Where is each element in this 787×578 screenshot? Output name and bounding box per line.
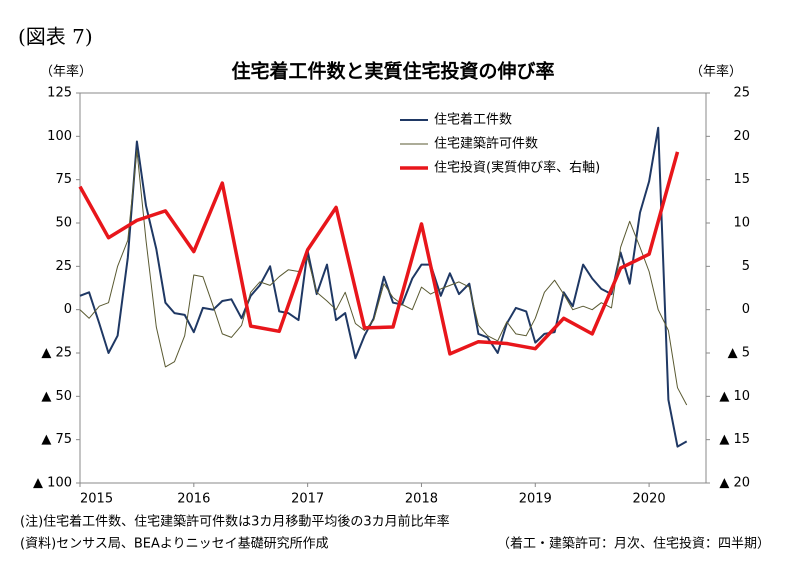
y2-tick-label: 20 [733,129,750,144]
y-tick-label: ▲ 100 [33,476,72,491]
y2-tick-label: ▲ 20 [719,476,750,491]
y-tick-label: 25 [55,259,72,274]
y2-axis-label: （年率） [690,64,742,80]
legend-label: 住宅着工件数 [434,112,512,128]
y2-tick-label: ▲ 15 [719,432,750,447]
y-tick-label: 50 [55,216,72,231]
y-tick-label: 75 [55,172,72,187]
y2-tick-label: 10 [733,216,750,231]
x-tick-label: 2017 [291,492,324,507]
legend-label: 住宅投資(実質伸び率、右軸) [434,160,600,176]
legend-bg [396,134,646,154]
x-tick-label: 2016 [177,492,210,507]
figure-label: (図表 7) [18,25,93,49]
x-tick-label: 2018 [405,492,438,507]
chart-title: 住宅着工件数と実質住宅投資の伸び率 [231,60,554,83]
y2-tick-label: ▲ 5 [728,346,750,361]
plot-frame [79,92,707,484]
y-tick-label: 100 [47,129,72,144]
series-line [78,151,680,356]
frequency-note: （着工・建築許可：月次、住宅投資：四半期） [497,536,770,552]
y2-tick-label: 0 [742,302,750,317]
y2-tick-label: 15 [733,172,750,187]
y-tick-label: 125 [47,86,72,101]
note: (注)住宅着工件数、住宅建築許可件数は3カ月移動平均後の3カ月前比年率 [20,514,450,530]
series-line [79,149,688,406]
x-tick-label: 2020 [633,492,666,507]
y2-tick-label: 5 [742,259,750,274]
source: (資料)センサス局、BEAよりニッセイ基礎研究所作成 [20,537,329,552]
series-line [79,126,688,448]
legend-bg [396,158,646,178]
y-tick-label: 0 [64,302,72,317]
y-tick-label: ▲ 75 [41,432,72,447]
legend-bg [396,110,646,130]
y2-tick-label: ▲ 10 [719,389,750,404]
y2-tick-label: 25 [733,86,750,101]
x-tick-label: 2015 [80,492,113,507]
y-tick-label: ▲ 25 [41,346,72,361]
x-tick-label: 2019 [519,492,552,507]
y-tick-label: ▲ 50 [41,389,72,404]
legend-label: 住宅建築許可件数 [434,137,538,152]
y-axis-label: （年率） [40,64,92,80]
